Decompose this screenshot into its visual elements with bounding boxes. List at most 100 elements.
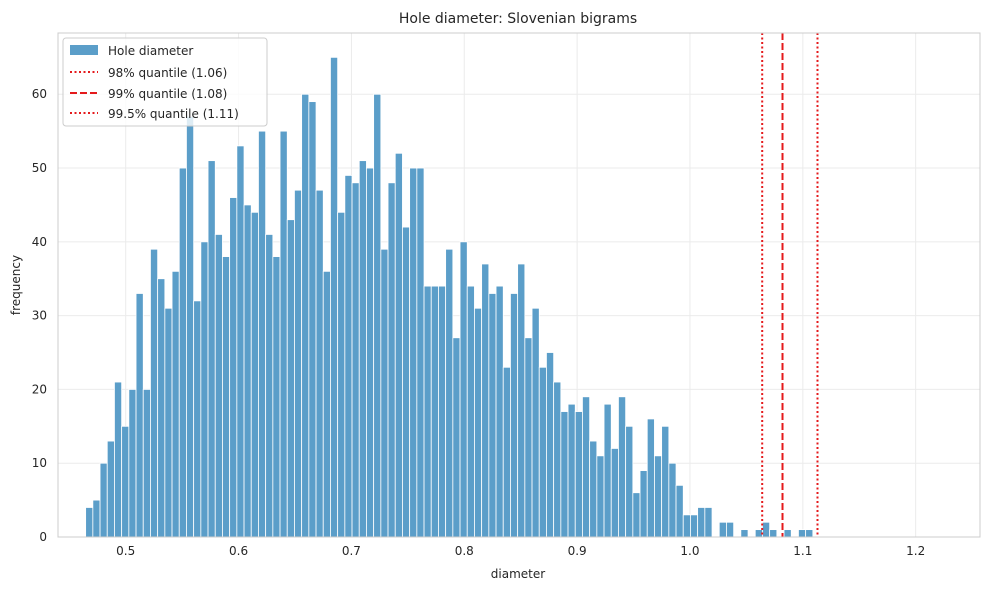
histogram-bar: [603, 403, 612, 538]
y-tick-label: 50: [32, 161, 47, 175]
histogram-bar: [445, 248, 454, 538]
histogram-bar: [358, 160, 367, 538]
histogram-bar: [430, 285, 439, 538]
histogram-bar: [682, 514, 691, 538]
histogram-bar: [85, 507, 94, 538]
legend-box: [62, 37, 268, 127]
y-tick-label: 10: [32, 456, 47, 470]
histogram-bar: [150, 248, 159, 538]
histogram-bar: [452, 337, 461, 538]
histogram-bar: [294, 189, 303, 538]
histogram-bar: [538, 366, 547, 538]
histogram-bar: [337, 211, 346, 538]
histogram-bar: [646, 418, 655, 538]
histogram-bar: [114, 381, 123, 538]
histogram-bar: [596, 455, 605, 538]
histogram-bar: [236, 145, 245, 538]
histogram-bar: [718, 521, 727, 538]
y-tick-label: 60: [32, 87, 47, 101]
histogram-bar: [423, 285, 432, 538]
x-tick-label: 0.9: [568, 544, 587, 558]
histogram-bar: [517, 263, 526, 538]
x-tick-label: 0.5: [116, 544, 135, 558]
histogram-bar: [502, 366, 511, 538]
histogram-bar: [459, 241, 468, 538]
histogram-bar: [142, 389, 151, 538]
histogram-bar: [769, 529, 778, 538]
histogram-bar: [402, 226, 411, 538]
chart-title: Hole diameter: Slovenian bigrams: [399, 11, 637, 27]
histogram-bar: [762, 521, 771, 538]
histogram-bar: [589, 440, 598, 538]
histogram-bar: [315, 189, 324, 538]
y-tick-label: 40: [32, 235, 47, 249]
histogram-bar: [351, 182, 360, 538]
histogram-bar: [92, 499, 101, 538]
y-tick-label: 0: [39, 530, 47, 544]
histogram-bar: [654, 455, 663, 538]
histogram-bar: [308, 101, 317, 538]
tick-labels: 0.5 0.6 0.7 0.8 0.9 1.0 1.1 1.2 0 10 20 30 40 50 60: [32, 87, 926, 558]
histogram-bar: [243, 204, 252, 538]
legend-label-q98: 98% quantile (1.06): [108, 66, 227, 80]
x-tick-label: 0.7: [342, 544, 361, 558]
histogram-bar: [553, 381, 562, 538]
histogram-bar: [222, 256, 231, 538]
histogram-bar: [286, 219, 295, 538]
x-tick-label: 1.2: [906, 544, 925, 558]
histogram-bar: [466, 285, 475, 538]
histogram-bar: [258, 130, 267, 538]
legend-swatch-hole-diameter: [70, 45, 98, 55]
histogram-bar: [546, 352, 555, 538]
histogram-bar: [322, 270, 331, 538]
histogram-bar: [783, 529, 792, 538]
histogram-bar: [610, 448, 619, 538]
histogram-bar: [409, 167, 418, 538]
histogram-bar: [186, 115, 195, 538]
histogram-bar: [416, 167, 425, 538]
histogram-bar: [157, 278, 166, 538]
histogram-bar: [726, 521, 735, 538]
histogram-bar: [697, 507, 706, 538]
histogram-bar: [668, 462, 677, 538]
histogram-bar: [193, 300, 202, 538]
y-tick-label: 20: [32, 382, 47, 396]
histogram-bar: [250, 211, 259, 538]
histogram-bar: [582, 396, 591, 538]
histogram-bar: [474, 307, 483, 538]
histogram-bar: [639, 470, 648, 538]
histogram-bar: [380, 248, 389, 538]
legend-label-hole-diameter: Hole diameter: [108, 44, 193, 58]
histogram-bar: [574, 411, 583, 538]
histogram-bar: [704, 507, 713, 538]
x-tick-label: 0.6: [229, 544, 248, 558]
histogram-bar: [128, 389, 137, 538]
histogram-bar: [121, 425, 130, 538]
histogram-bar: [301, 93, 310, 538]
histogram-bar: [373, 93, 382, 538]
histogram-bar: [740, 529, 749, 538]
histogram-bar: [171, 270, 180, 538]
histogram-bar: [805, 529, 814, 538]
histogram-bar: [207, 160, 216, 538]
quantile-lines: [761, 33, 819, 537]
histogram-bar: [229, 197, 238, 538]
histogram-bar: [200, 241, 209, 538]
histogram-bar: [625, 425, 634, 538]
histogram-bar: [567, 403, 576, 538]
histogram-bar: [675, 484, 684, 538]
histogram-bar: [164, 307, 173, 538]
y-tick-label: 30: [32, 309, 47, 323]
histogram-bar: [510, 293, 519, 538]
histogram-bar: [366, 167, 375, 538]
histogram-bar: [531, 307, 540, 538]
histogram-bar: [99, 462, 108, 538]
histogram-bar: [798, 529, 807, 538]
histogram-bar: [330, 56, 339, 538]
histogram-bar: [632, 492, 641, 538]
histogram-bar: [106, 440, 115, 538]
legend-label-q995: 99.5% quantile (1.11): [108, 107, 239, 121]
histogram-bar: [214, 234, 223, 538]
